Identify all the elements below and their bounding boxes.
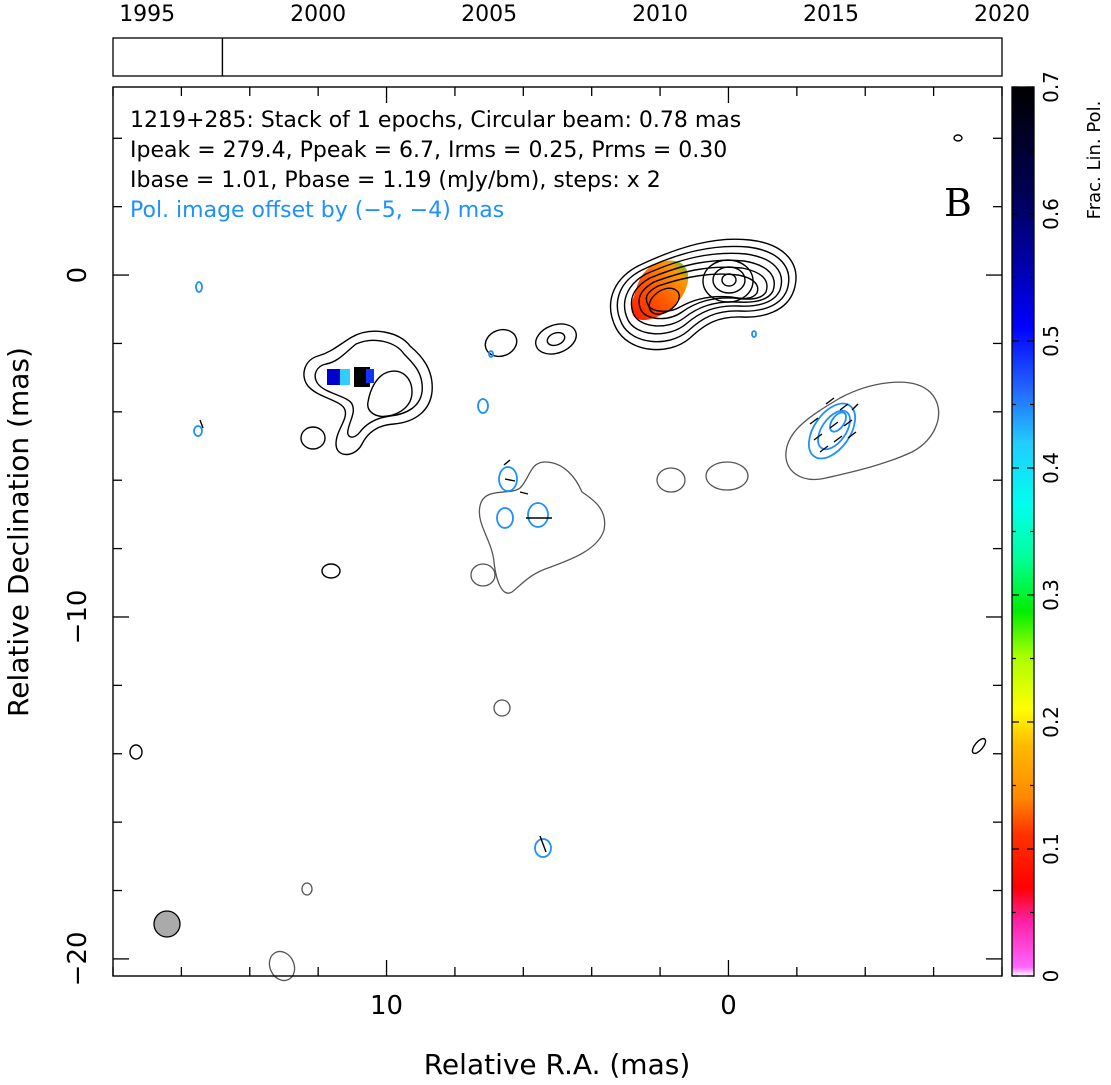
timeline-year-label: 1995 — [119, 2, 175, 27]
x-tick-label: 0 — [720, 991, 737, 1021]
colorbar-tick-label: 0.3 — [1039, 579, 1063, 611]
offset-note: Pol. image offset by (−5, −4) mas — [130, 198, 504, 223]
timeline-year-label: 2020 — [974, 2, 1030, 27]
axis-tick-labels: 10 0 0 −10 −20 — [63, 267, 737, 1021]
colorbar-tick-label: 0.7 — [1039, 71, 1063, 103]
faint-contours — [268, 381, 940, 982]
y-tick-label: −20 — [63, 931, 93, 986]
small-contours — [129, 134, 987, 760]
epoch-timeline: 1995 2000 2005 2010 2015 2020 — [112, 2, 1030, 77]
colorbar-tick-label: 0.5 — [1039, 325, 1063, 357]
left-component-contours — [300, 330, 433, 456]
title-line-3: Ibase = 1.01, Pbase = 1.19 (mJy/bm), ste… — [130, 168, 661, 193]
fractional-polarization-map — [327, 260, 689, 387]
x-tick-label: 10 — [370, 991, 403, 1021]
title-line-2: Ipeak = 279.4, Ppeak = 6.7, Irms = 0.25,… — [130, 138, 727, 163]
timeline-year-label: 2000 — [290, 2, 346, 27]
pol-pixel — [366, 369, 374, 383]
axis-ticks — [112, 87, 1003, 976]
colorbar-tick-label: 0 — [1039, 970, 1063, 983]
evpa-vectors — [199, 397, 859, 853]
colorbar-tick-label: 0.4 — [1039, 452, 1063, 484]
plot-frame — [112, 86, 1003, 977]
plot-area: 10 0 0 −10 −20 1219+285: Stack of 1 epochs, … — [2, 86, 1003, 1081]
colorbar-title: Frac. Lin. Pol. — [1084, 101, 1105, 220]
source-label: B — [944, 181, 972, 225]
timeline-year-label: 2005 — [461, 2, 517, 27]
timeline-year-label: 2010 — [632, 2, 688, 27]
y-tick-label: −10 — [63, 590, 93, 645]
timeline-frame — [112, 37, 1003, 77]
y-axis-title: Relative Declination (mas) — [2, 347, 35, 717]
title-line-1: 1219+285: Stack of 1 epochs, Circular be… — [130, 108, 741, 133]
y-tick-label: 0 — [63, 267, 93, 284]
timeline-year-label: 2015 — [803, 2, 859, 27]
pol-pixel — [327, 369, 340, 385]
beam-ellipse — [153, 910, 181, 938]
colorbar-tick-label: 0.6 — [1039, 198, 1063, 230]
colorbar: 0 0.1 0.2 0.3 0.4 0.5 0.6 0.7 Frac. Lin. Pol. — [1011, 71, 1105, 983]
colorbar-tick-label: 0.1 — [1039, 833, 1063, 865]
core-contours — [609, 238, 797, 351]
colorbar-tick-label: 0.2 — [1039, 706, 1063, 738]
polarization-contours — [193, 281, 856, 858]
x-axis-title: Relative R.A. (mas) — [424, 1048, 691, 1081]
pol-pixel — [340, 369, 350, 385]
plot-annotations: 1219+285: Stack of 1 epochs, Circular be… — [130, 108, 972, 225]
